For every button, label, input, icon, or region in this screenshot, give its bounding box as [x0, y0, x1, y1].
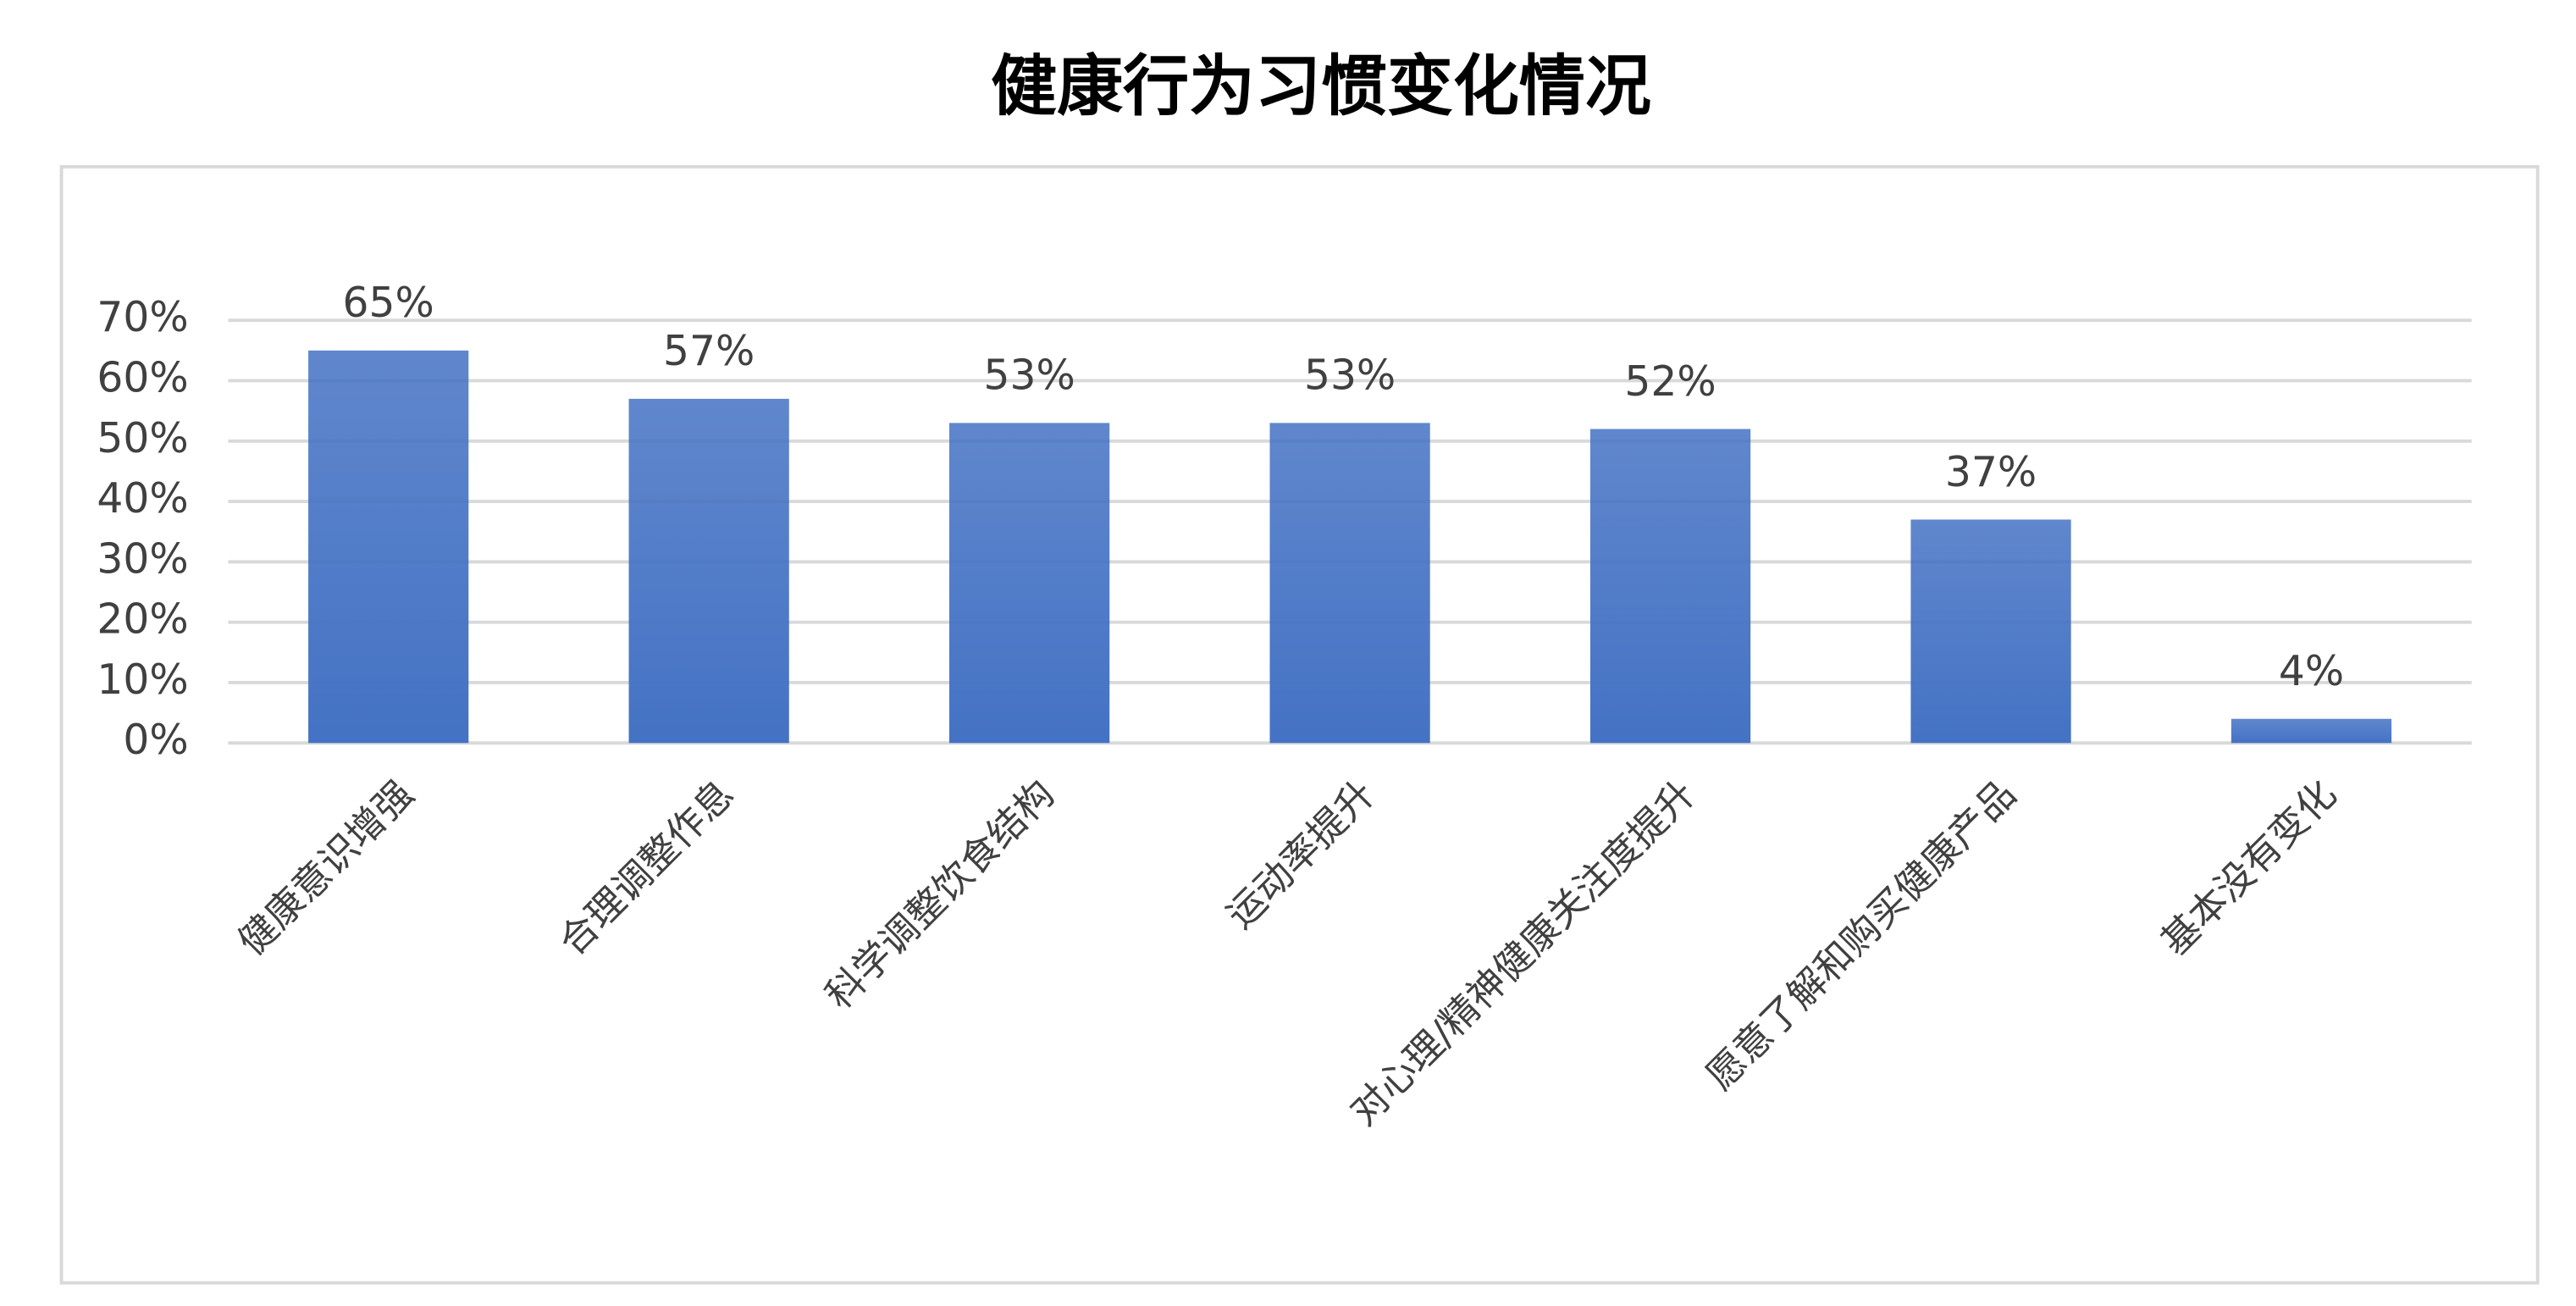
y-tick-label: 10%	[97, 656, 188, 704]
data-label: 65%	[343, 279, 434, 327]
chart-title: 健康行为习惯变化情况	[991, 49, 1651, 125]
y-tick-label: 30%	[97, 535, 188, 583]
bar	[628, 398, 789, 744]
y-tick-label: 70%	[97, 294, 188, 341]
y-tick-label: 0%	[123, 717, 188, 764]
bar	[308, 350, 469, 744]
data-label: 52%	[1624, 358, 1716, 406]
bar	[949, 423, 1110, 744]
data-label: 4%	[2279, 648, 2344, 695]
bar	[1910, 519, 2071, 744]
data-label: 37%	[1945, 449, 2037, 496]
bar	[1269, 423, 1430, 744]
y-tick-label: 20%	[97, 596, 188, 644]
bar	[1589, 429, 1751, 744]
data-label: 53%	[983, 352, 1075, 400]
bar	[2231, 718, 2392, 744]
data-label: 53%	[1304, 352, 1396, 400]
y-tick-label: 50%	[97, 415, 188, 462]
y-tick-label: 60%	[97, 354, 188, 401]
data-label: 57%	[663, 328, 755, 375]
y-tick-label: 40%	[97, 475, 188, 523]
